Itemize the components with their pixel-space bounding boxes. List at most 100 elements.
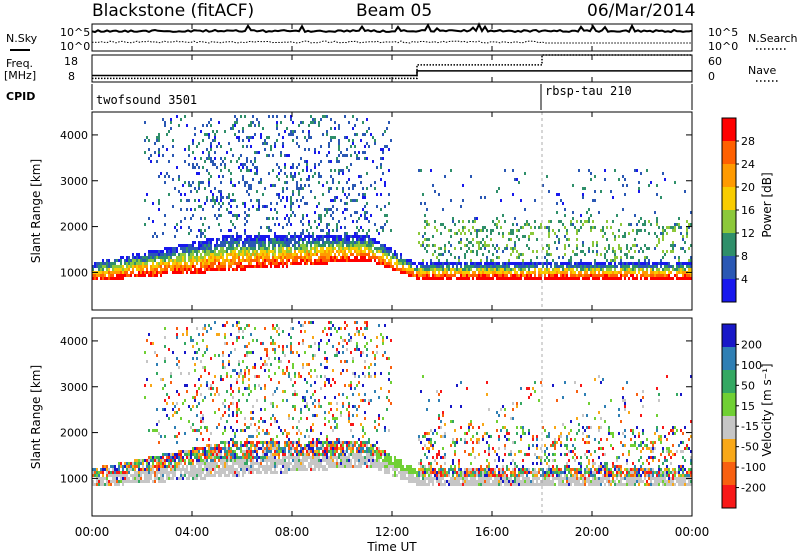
heatmap-cell	[334, 196, 336, 199]
heatmap-cell	[650, 271, 652, 274]
heatmap-cell	[210, 387, 212, 390]
heatmap-cell	[198, 387, 200, 390]
heatmap-cell	[342, 172, 344, 175]
heatmap-cell	[320, 247, 322, 250]
heatmap-cell	[626, 244, 628, 247]
heatmap-cell	[292, 447, 294, 450]
heatmap-cell	[236, 471, 238, 474]
heatmap-cell	[440, 262, 442, 265]
heatmap-cell	[176, 441, 178, 444]
heatmap-cell	[264, 459, 266, 462]
heatmap-cell	[214, 468, 216, 471]
heatmap-cell	[300, 235, 302, 238]
heatmap-cell	[242, 202, 244, 205]
heatmap-cell	[194, 399, 196, 402]
heatmap-cell	[490, 265, 492, 268]
heatmap-cell	[398, 268, 400, 271]
heatmap-cell	[208, 447, 210, 450]
heatmap-cell	[234, 259, 236, 262]
heatmap-cell	[294, 253, 296, 256]
heatmap-cell	[302, 247, 304, 250]
heatmap-cell	[234, 226, 236, 229]
heatmap-cell	[606, 271, 608, 274]
heatmap-cell	[256, 169, 258, 172]
heatmap-cell	[628, 277, 630, 280]
heatmap-cell	[264, 441, 266, 444]
heatmap-cell	[272, 169, 274, 172]
heatmap-cell	[320, 259, 322, 262]
heatmap-cell	[676, 268, 678, 271]
heatmap-cell	[276, 447, 278, 450]
heatmap-cell	[340, 259, 342, 262]
heatmap-cell	[196, 450, 198, 453]
heatmap-cell	[96, 262, 98, 265]
heatmap-cell	[326, 447, 328, 450]
heatmap-cell	[124, 262, 126, 265]
heatmap-cell	[236, 441, 238, 444]
heatmap-cell	[300, 468, 302, 471]
heatmap-cell	[578, 169, 580, 172]
heatmap-cell	[544, 268, 546, 271]
heatmap-cell	[278, 253, 280, 256]
heatmap-cell	[102, 277, 104, 280]
heatmap-cell	[368, 220, 370, 223]
heatmap-cell	[202, 232, 204, 235]
heatmap-cell	[372, 250, 374, 253]
heatmap-cell	[310, 345, 312, 348]
heatmap-cell	[334, 199, 336, 202]
heatmap-cell	[344, 136, 346, 139]
heatmap-cell	[120, 265, 122, 268]
heatmap-cell	[684, 262, 686, 265]
heatmap-cell	[260, 133, 262, 136]
heatmap-cell	[552, 277, 554, 280]
heatmap-cell	[344, 259, 346, 262]
heatmap-cell	[288, 441, 290, 444]
heatmap-cell	[186, 327, 188, 330]
heatmap-cell	[110, 265, 112, 268]
heatmap-cell	[156, 477, 158, 480]
heatmap-cell	[304, 238, 306, 241]
heatmap-cell	[368, 253, 370, 256]
heatmap-cell	[362, 238, 364, 241]
heatmap-cell	[464, 244, 466, 247]
heatmap-cell	[524, 223, 526, 226]
heatmap-cell	[628, 232, 630, 235]
heatmap-cell	[364, 214, 366, 217]
heatmap-cell	[118, 468, 120, 471]
heatmap-cell	[354, 235, 356, 238]
heatmap-cell	[230, 456, 232, 459]
heatmap-cell	[614, 277, 616, 280]
heatmap-cell	[244, 471, 246, 474]
heatmap-cell	[184, 471, 186, 474]
heatmap-cell	[454, 271, 456, 274]
heatmap-cell	[208, 256, 210, 259]
heatmap-cell	[444, 247, 446, 250]
heatmap-cell	[304, 465, 306, 468]
heatmap-cell	[188, 265, 190, 268]
heatmap-cell	[350, 244, 352, 247]
heatmap-cell	[268, 217, 270, 220]
heatmap-cell	[300, 411, 302, 414]
heatmap-cell	[590, 229, 592, 232]
heatmap-cell	[132, 259, 134, 262]
heatmap-cell	[294, 405, 296, 408]
heatmap-cell	[334, 259, 336, 262]
heatmap-cell	[136, 480, 138, 483]
heatmap-cell	[174, 426, 176, 429]
heatmap-cell	[684, 250, 686, 253]
heatmap-cell	[196, 414, 198, 417]
heatmap-cell	[284, 450, 286, 453]
heatmap-cell	[536, 238, 538, 241]
heatmap-cell	[98, 480, 100, 483]
heatmap-cell	[306, 453, 308, 456]
heatmap-cell	[164, 181, 166, 184]
heatmap-cell	[564, 262, 566, 265]
heatmap-cell	[104, 277, 106, 280]
heatmap-cell	[200, 181, 202, 184]
heatmap-cell	[236, 468, 238, 471]
heatmap-cell	[588, 265, 590, 268]
heatmap-cell	[280, 250, 282, 253]
heatmap-cell	[282, 471, 284, 474]
heatmap-cell	[602, 277, 604, 280]
heatmap-cell	[522, 274, 524, 277]
